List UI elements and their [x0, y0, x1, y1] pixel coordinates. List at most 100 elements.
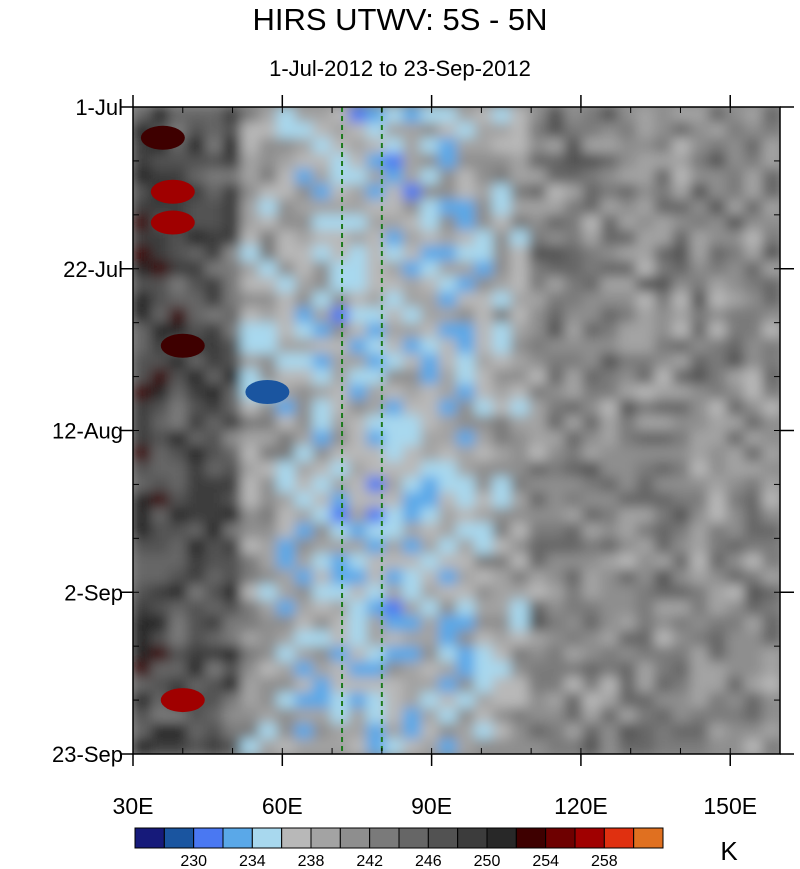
field-cell	[133, 199, 152, 216]
field-cell	[276, 168, 296, 185]
field-cell	[654, 661, 674, 678]
field-cell	[582, 137, 602, 155]
field-cell	[240, 307, 260, 324]
field-cell	[348, 646, 368, 663]
field-cell	[186, 661, 206, 678]
field-cell	[456, 522, 476, 540]
field-cell	[708, 338, 728, 355]
field-cell	[420, 399, 440, 417]
field-cell	[420, 384, 440, 401]
field-cell	[600, 692, 620, 709]
field-cell	[690, 677, 710, 694]
field-cell	[133, 415, 152, 432]
field-cell	[528, 184, 548, 201]
field-cell	[528, 600, 548, 617]
field-cell	[438, 430, 458, 447]
field-cell	[258, 245, 278, 262]
field-cell	[708, 707, 728, 725]
field-cell	[564, 245, 584, 262]
field-cell	[276, 615, 296, 632]
field-cell	[438, 368, 458, 386]
field-cell	[204, 137, 224, 155]
field-cell	[384, 538, 404, 555]
field-cell	[456, 307, 476, 324]
field-cell	[636, 476, 656, 494]
field-cell	[744, 538, 764, 555]
field-cell	[564, 507, 584, 524]
contour-field	[133, 107, 780, 754]
field-cell	[186, 553, 206, 571]
field-cell	[582, 353, 602, 370]
field-cell	[618, 707, 638, 725]
field-cell	[204, 415, 224, 432]
field-cell	[456, 276, 476, 293]
field-cell	[186, 384, 206, 401]
field-cell	[384, 122, 404, 139]
field-cell	[690, 630, 710, 648]
field-cell	[348, 107, 368, 124]
field-cell	[402, 291, 422, 309]
field-cell	[348, 461, 368, 478]
x-tick-label: 150E	[703, 793, 757, 819]
field-cell	[294, 553, 314, 571]
field-cell	[402, 677, 422, 694]
field-cell	[384, 738, 404, 754]
field-cell	[133, 399, 152, 417]
field-cell	[474, 107, 494, 124]
field-cell	[258, 168, 278, 185]
field-cell	[654, 415, 674, 432]
field-cell	[402, 692, 422, 709]
field-cell	[762, 107, 780, 124]
field-cell	[708, 723, 728, 740]
field-cell	[546, 707, 566, 725]
field-cell	[151, 245, 170, 262]
field-cell	[312, 507, 332, 524]
field-cell	[690, 153, 710, 170]
field-cell	[240, 415, 260, 432]
field-cell	[420, 630, 440, 648]
field-cell	[384, 723, 404, 740]
field-cell	[240, 107, 260, 124]
field-cell	[402, 522, 422, 540]
field-cell	[348, 522, 368, 540]
field-cell	[438, 261, 458, 278]
field-cell	[672, 692, 692, 709]
field-cell	[762, 507, 780, 524]
field-cell	[618, 338, 638, 355]
field-cell	[474, 276, 494, 293]
field-cell	[510, 615, 530, 632]
field-cell	[276, 353, 296, 370]
field-cell	[222, 122, 242, 139]
field-cell	[528, 399, 548, 417]
field-cell	[492, 307, 512, 324]
field-cell	[276, 600, 296, 617]
field-cell	[528, 630, 548, 648]
field-cell	[636, 461, 656, 478]
field-cell	[600, 445, 620, 463]
field-cell	[744, 122, 764, 139]
field-cell	[348, 245, 368, 262]
field-cell	[600, 492, 620, 509]
field-cell	[510, 184, 530, 201]
field-cell	[133, 707, 152, 725]
field-cell	[258, 261, 278, 278]
field-cell	[258, 677, 278, 694]
field-cell	[546, 538, 566, 555]
field-cell	[204, 168, 224, 185]
field-cell	[204, 507, 224, 524]
field-cell	[186, 122, 206, 139]
field-cell	[546, 184, 566, 201]
field-cell	[708, 261, 728, 278]
field-cell	[708, 230, 728, 247]
field-cell	[744, 153, 764, 170]
field-cell	[744, 461, 764, 478]
field-cell	[672, 276, 692, 293]
field-cell	[312, 476, 332, 494]
field-cell	[744, 615, 764, 632]
field-cell	[456, 538, 476, 555]
field-cell	[600, 661, 620, 678]
field-cell	[222, 230, 242, 247]
field-cell	[762, 230, 780, 247]
field-cell	[456, 368, 476, 386]
field-cell	[564, 600, 584, 617]
